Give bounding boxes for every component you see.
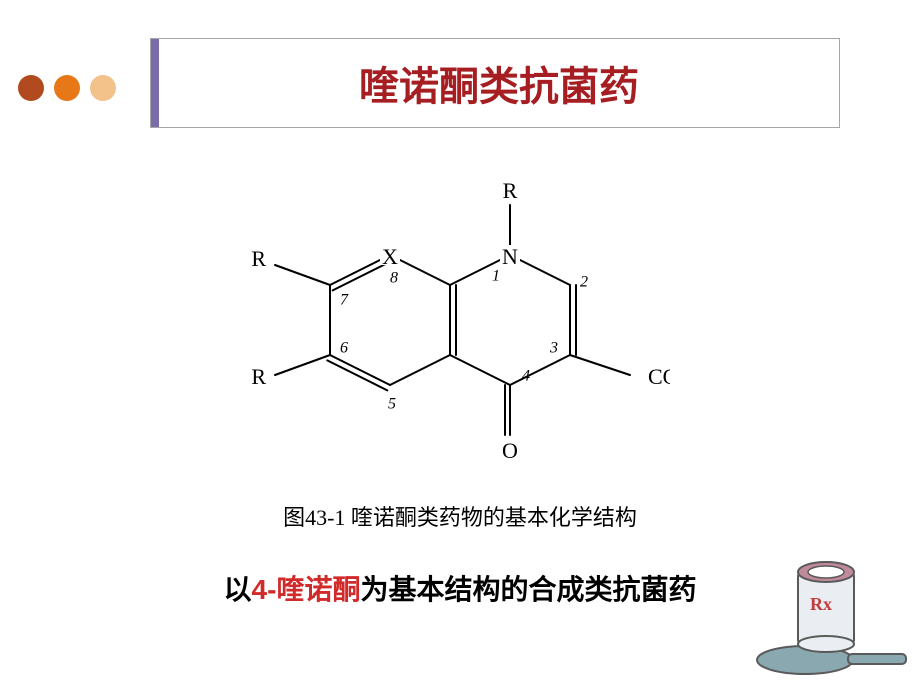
subtitle-prefix: 以 <box>224 574 252 605</box>
svg-text:4: 4 <box>522 368 530 385</box>
subtitle-suffix: 为基本结构的合成类抗菌药 <box>360 574 696 605</box>
svg-text:COOH: COOH <box>648 364 670 389</box>
molecule-svg: R R R X N O COOH 1 2 3 4 5 6 7 8 <box>230 165 670 485</box>
svg-text:5: 5 <box>388 396 396 413</box>
svg-text:X: X <box>382 244 398 269</box>
decorative-dots <box>18 75 116 101</box>
svg-text:R: R <box>251 246 266 271</box>
svg-text:1: 1 <box>492 268 500 285</box>
svg-text:N: N <box>502 244 518 269</box>
cup-spoon-icon: Rx <box>750 550 910 690</box>
svg-text:Rx: Rx <box>810 594 832 614</box>
svg-text:6: 6 <box>340 340 348 357</box>
dot-1 <box>18 75 44 101</box>
svg-text:O: O <box>502 438 518 463</box>
svg-text:7: 7 <box>340 292 349 309</box>
chemical-structure: R R R X N O COOH 1 2 3 4 5 6 7 8 <box>230 165 670 485</box>
page-title: 喹诺酮类抗菌药 <box>159 39 839 127</box>
svg-text:3: 3 <box>549 340 558 357</box>
medicine-clipart: Rx <box>750 550 910 690</box>
figure-caption: 图43-1 喹诺酮类药物的基本化学结构 <box>0 500 920 532</box>
title-container: 喹诺酮类抗菌药 <box>150 38 840 128</box>
svg-text:8: 8 <box>390 270 398 287</box>
subtitle-highlight: 4-喹诺酮 <box>252 574 361 605</box>
dot-3 <box>90 75 116 101</box>
svg-text:2: 2 <box>580 274 588 291</box>
svg-text:R: R <box>251 364 266 389</box>
svg-text:R: R <box>503 178 518 203</box>
dot-2 <box>54 75 80 101</box>
title-accent-bar <box>151 39 159 127</box>
